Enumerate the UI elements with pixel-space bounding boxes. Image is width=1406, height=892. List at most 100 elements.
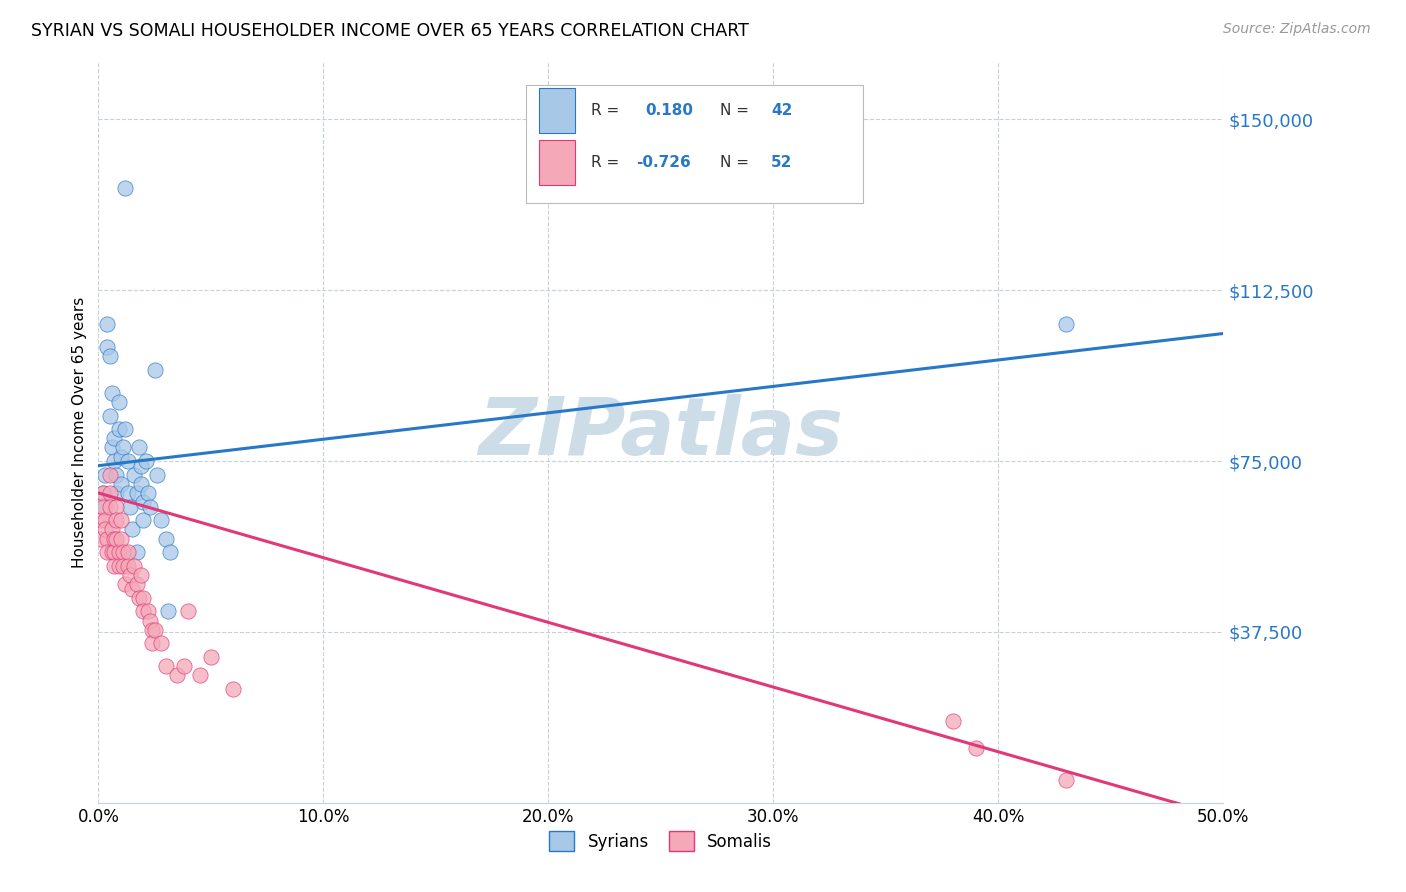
Text: -0.726: -0.726 bbox=[636, 155, 690, 169]
Point bbox=[965, 741, 987, 756]
Text: R =: R = bbox=[591, 103, 624, 118]
Point bbox=[124, 467, 146, 482]
Text: 0.180: 0.180 bbox=[645, 103, 693, 118]
Point bbox=[105, 486, 128, 500]
Point bbox=[157, 604, 180, 618]
Point bbox=[136, 486, 159, 500]
Text: R =: R = bbox=[591, 155, 624, 169]
Point bbox=[942, 714, 965, 728]
Point bbox=[155, 532, 177, 546]
Point bbox=[112, 558, 135, 573]
Y-axis label: Householder Income Over 65 years: Householder Income Over 65 years bbox=[72, 297, 87, 568]
Point bbox=[103, 558, 125, 573]
Point bbox=[107, 422, 129, 436]
Point bbox=[112, 545, 135, 559]
Point bbox=[96, 532, 118, 546]
FancyBboxPatch shape bbox=[540, 88, 575, 133]
Point bbox=[132, 495, 155, 509]
Point bbox=[128, 591, 150, 605]
Point bbox=[94, 523, 117, 537]
Point bbox=[139, 500, 162, 514]
Point bbox=[125, 486, 148, 500]
Point bbox=[121, 582, 143, 596]
Point bbox=[98, 409, 121, 423]
Point bbox=[143, 363, 166, 377]
Point bbox=[132, 591, 155, 605]
Point bbox=[101, 545, 124, 559]
Point bbox=[132, 513, 155, 527]
Point bbox=[114, 180, 136, 194]
Point bbox=[146, 467, 169, 482]
Point bbox=[98, 500, 121, 514]
Point bbox=[117, 558, 139, 573]
Point bbox=[128, 441, 150, 455]
Point bbox=[117, 454, 139, 468]
Point bbox=[141, 623, 163, 637]
Point bbox=[150, 513, 173, 527]
Point bbox=[117, 545, 139, 559]
Point bbox=[103, 431, 125, 445]
Point bbox=[173, 659, 195, 673]
Point bbox=[125, 577, 148, 591]
Point bbox=[105, 467, 128, 482]
Legend: Syrians, Somalis: Syrians, Somalis bbox=[543, 825, 779, 857]
Point bbox=[103, 545, 125, 559]
Point bbox=[98, 467, 121, 482]
Point bbox=[96, 545, 118, 559]
Point bbox=[91, 500, 114, 514]
Point bbox=[90, 513, 112, 527]
Point bbox=[107, 395, 129, 409]
Point bbox=[96, 340, 118, 354]
Point bbox=[94, 500, 117, 514]
Point bbox=[103, 454, 125, 468]
Point bbox=[1054, 318, 1077, 332]
Point bbox=[98, 349, 121, 363]
Point bbox=[222, 681, 245, 696]
Point bbox=[141, 636, 163, 650]
Point bbox=[101, 523, 124, 537]
Point bbox=[103, 532, 125, 546]
Point bbox=[114, 422, 136, 436]
Text: N =: N = bbox=[720, 155, 754, 169]
Point bbox=[177, 604, 200, 618]
Point bbox=[94, 467, 117, 482]
Point bbox=[105, 513, 128, 527]
Point bbox=[200, 650, 222, 665]
Point bbox=[121, 523, 143, 537]
Point bbox=[112, 441, 135, 455]
Point bbox=[136, 604, 159, 618]
Point bbox=[110, 450, 132, 464]
Point bbox=[110, 532, 132, 546]
Point bbox=[135, 454, 157, 468]
Point bbox=[129, 476, 152, 491]
Text: N =: N = bbox=[720, 103, 754, 118]
Point bbox=[118, 568, 141, 582]
Point bbox=[96, 318, 118, 332]
Text: 42: 42 bbox=[770, 103, 793, 118]
Point bbox=[125, 545, 148, 559]
Point bbox=[132, 604, 155, 618]
Point bbox=[117, 486, 139, 500]
Point bbox=[105, 532, 128, 546]
Point bbox=[90, 532, 112, 546]
Point bbox=[94, 513, 117, 527]
Point bbox=[105, 500, 128, 514]
Point bbox=[101, 385, 124, 400]
Point bbox=[101, 441, 124, 455]
Point bbox=[91, 486, 114, 500]
Point bbox=[107, 545, 129, 559]
Text: Source: ZipAtlas.com: Source: ZipAtlas.com bbox=[1223, 22, 1371, 37]
FancyBboxPatch shape bbox=[526, 85, 863, 203]
Text: 52: 52 bbox=[770, 155, 793, 169]
Point bbox=[188, 668, 211, 682]
Point bbox=[110, 476, 132, 491]
Point bbox=[139, 614, 162, 628]
Point bbox=[1054, 772, 1077, 787]
Point bbox=[118, 500, 141, 514]
Text: ZIPatlas: ZIPatlas bbox=[478, 393, 844, 472]
Point bbox=[110, 513, 132, 527]
Point bbox=[143, 623, 166, 637]
Point bbox=[166, 668, 188, 682]
Point bbox=[124, 558, 146, 573]
Point bbox=[155, 659, 177, 673]
